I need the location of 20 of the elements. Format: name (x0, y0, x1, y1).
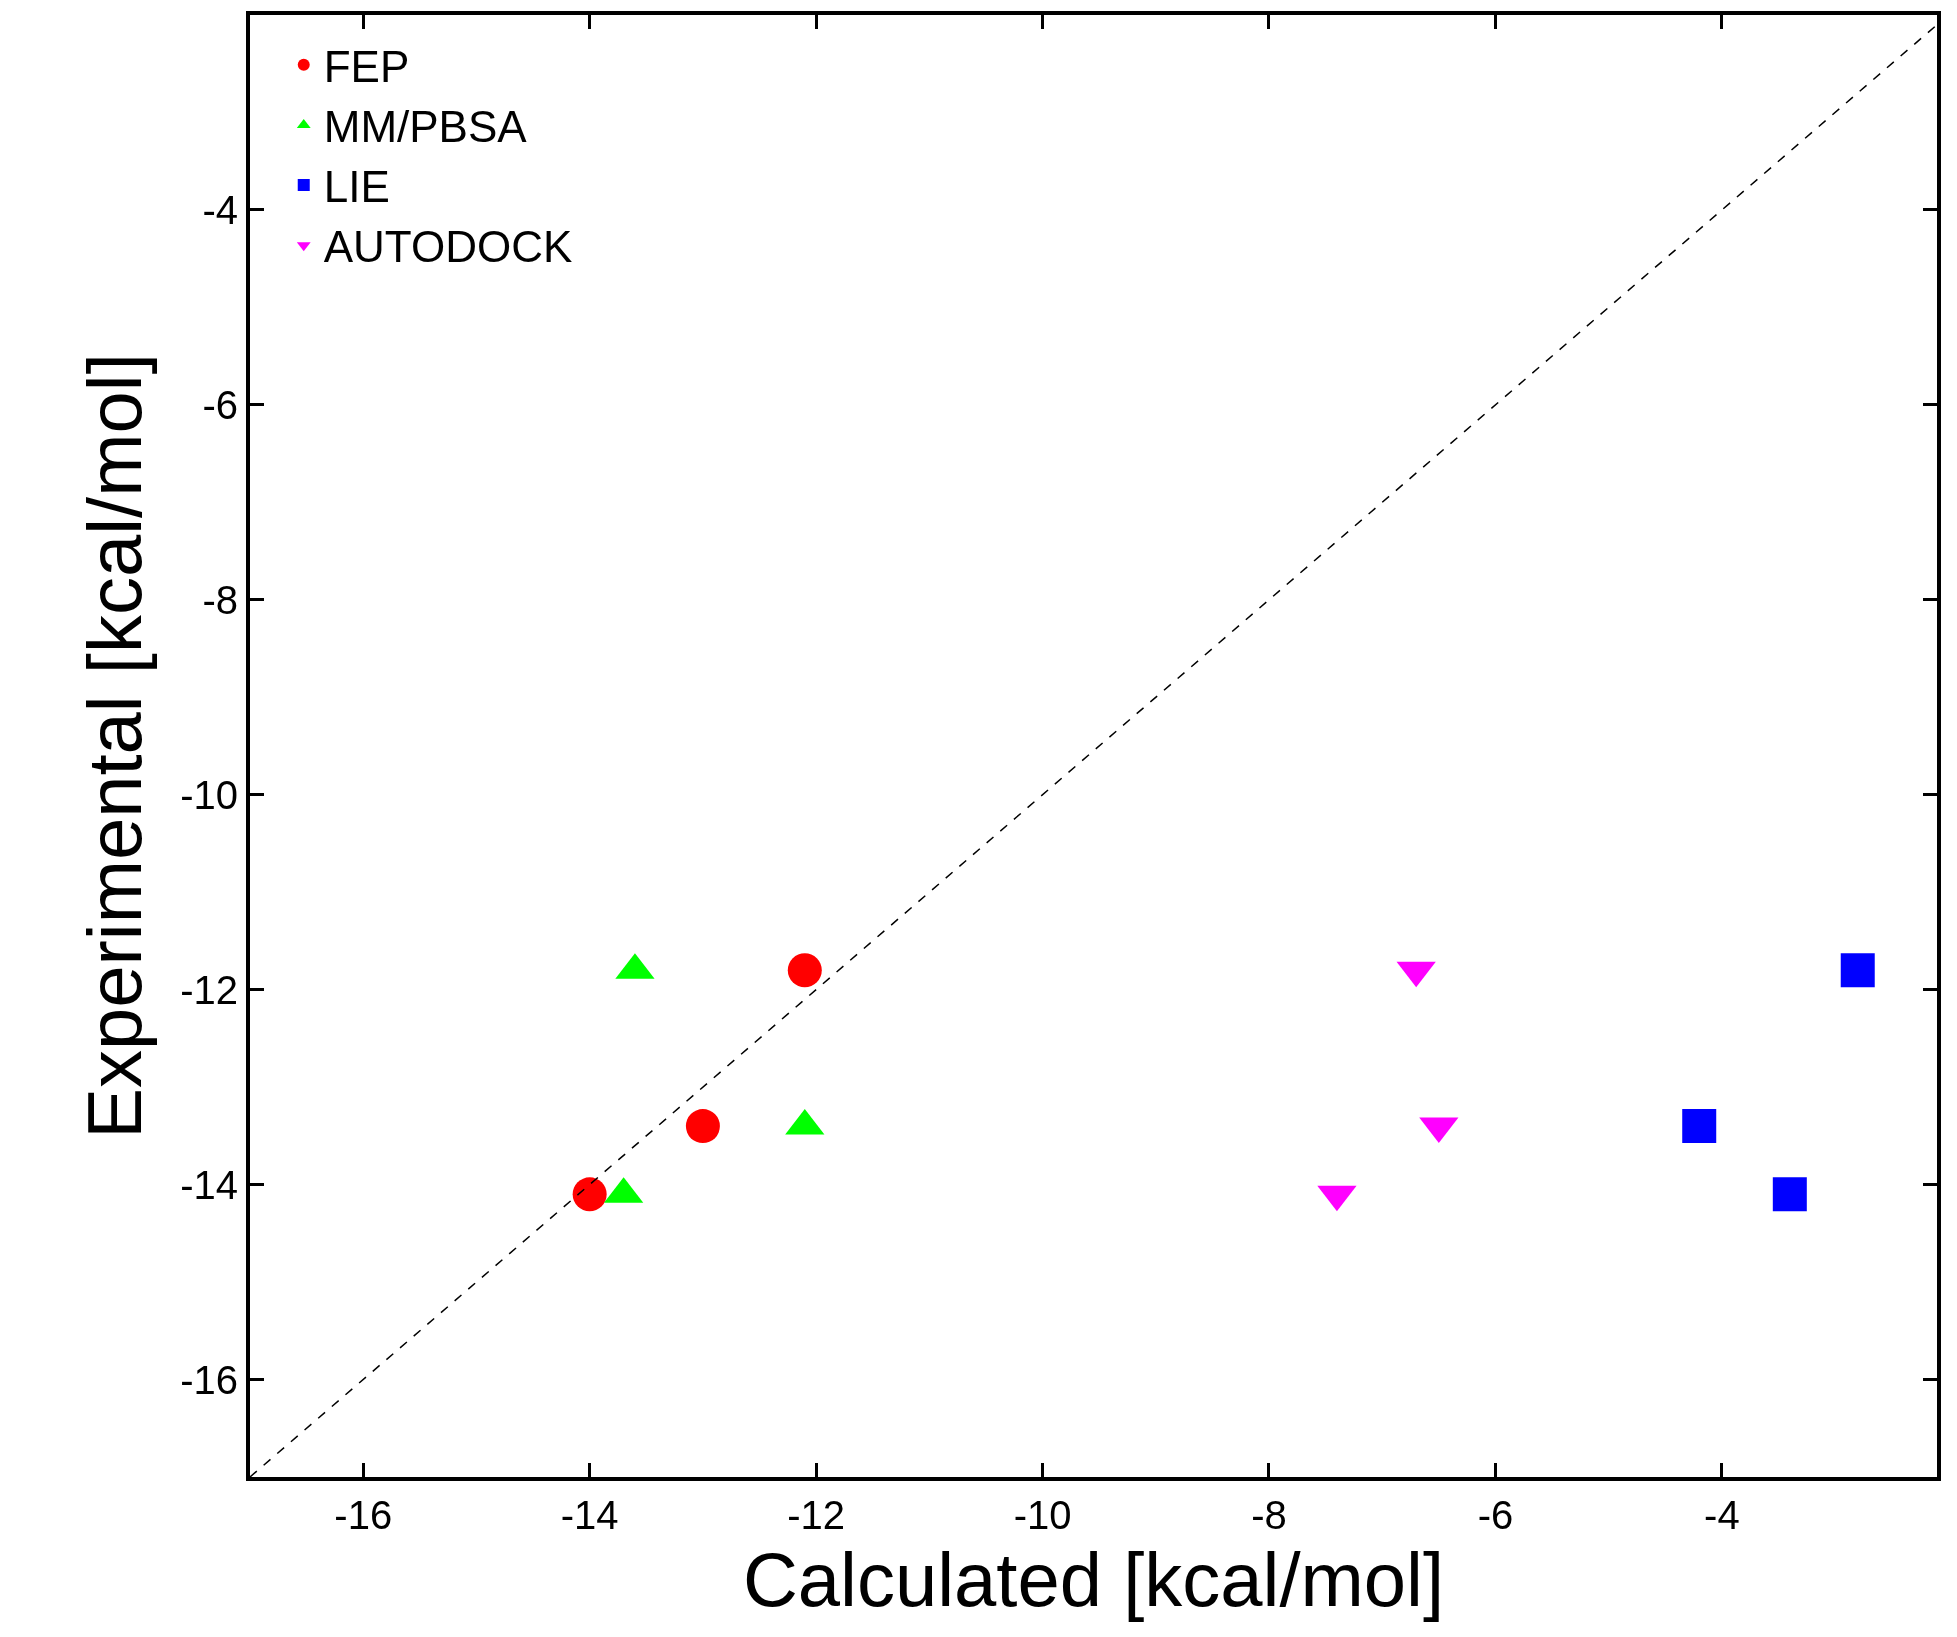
x-tick-label: -8 (1251, 1493, 1287, 1537)
y-tick-label: -12 (180, 967, 238, 1012)
x-tick-label: -4 (1704, 1493, 1740, 1537)
x-tick-label: -16 (334, 1493, 393, 1537)
x-axis-title: Calculated [kcal/mol] (742, 1537, 1445, 1622)
x-tick-label: -10 (1013, 1493, 1072, 1537)
y-tick-label: -8 (202, 577, 238, 622)
y-tick-label: -10 (180, 772, 238, 817)
y-tick-label: -6 (202, 382, 238, 427)
x-tick-label: -6 (1477, 1493, 1514, 1537)
x-tick-label: -14 (560, 1493, 619, 1537)
y-axis-title: Experimental [kcal/mol] (71, 353, 157, 1139)
legend-label: AUTODOCK (323, 222, 573, 272)
x-tick-label: -12 (787, 1493, 846, 1537)
y-tick-label: -4 (202, 187, 238, 232)
legend-label: FEP (323, 41, 410, 91)
legend-label: MM/PBSA (323, 102, 528, 152)
y-tick-label: -14 (180, 1162, 238, 1207)
legend-label: LIE (323, 162, 390, 212)
y-tick-label: -16 (180, 1357, 238, 1402)
